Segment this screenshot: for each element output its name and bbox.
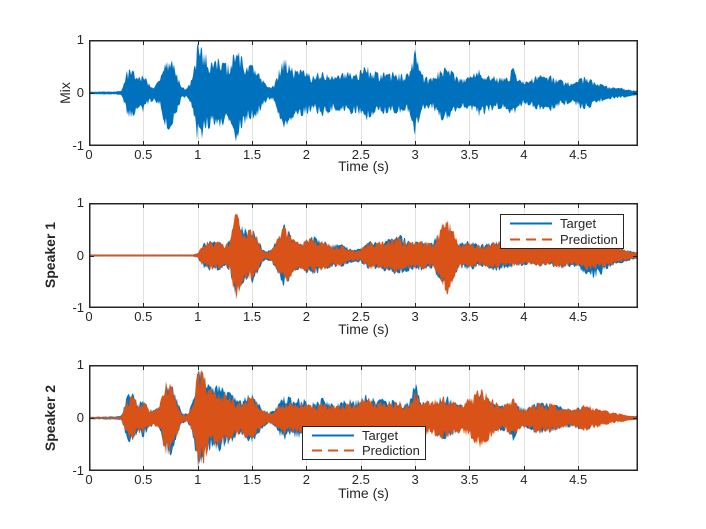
x-tick-label: 1.5	[243, 147, 262, 162]
x-tick-label: 3.5	[460, 147, 479, 162]
speaker2-xlabel: Time (s)	[338, 485, 389, 501]
x-tick-label: 2.5	[351, 309, 370, 324]
x-tick-label: 2	[302, 147, 311, 162]
speaker2-prediction-waveform	[89, 370, 638, 465]
y-tick-label: 1	[76, 357, 84, 372]
legend-label-target: Target	[560, 216, 597, 232]
axes-box	[89, 203, 638, 308]
speaker1-ylabel: Speaker 1	[42, 221, 58, 289]
x-tick-label: 3	[411, 472, 419, 487]
x-tick-label: 3	[411, 147, 419, 162]
mix-plot-canvas	[89, 40, 638, 146]
x-tick-label: 3.5	[460, 309, 479, 324]
x-tick-label: 4	[520, 472, 528, 487]
legend-item-prediction: Prediction	[501, 233, 623, 246]
x-tick-label: 1	[194, 309, 202, 324]
y-tick-label: 1	[76, 32, 84, 47]
x-tick-label: 1.5	[243, 472, 262, 487]
x-tick-label: 1	[194, 472, 202, 487]
x-tick-label: 1.5	[243, 309, 262, 324]
speaker1-xlabel: Time (s)	[338, 321, 389, 337]
y-tick-label: 0	[76, 247, 84, 263]
x-tick-label: 0.5	[134, 147, 153, 162]
x-tick-label: 2.5	[351, 147, 370, 162]
x-tick-label: 3	[411, 309, 419, 324]
x-tick-label: 4	[520, 309, 528, 324]
x-tick-label: 2	[302, 309, 311, 324]
x-tick-label: 0	[85, 147, 93, 162]
x-tick-label: 1	[194, 147, 202, 162]
y-tick-label: 1	[76, 195, 84, 210]
legend-label-target: Target	[362, 428, 399, 443]
prediction-line-sample	[312, 449, 354, 452]
x-tick-label: 2	[302, 472, 311, 487]
speaker2-legend: Target Prediction	[302, 426, 426, 460]
x-tick-label: 4.5	[569, 309, 588, 324]
y-tick-label: -1	[72, 138, 84, 153]
x-tick-label: 4.5	[569, 472, 588, 487]
legend-item-target: Target	[303, 429, 425, 442]
legend-label-prediction: Prediction	[560, 231, 618, 247]
y-tick-label: 0	[76, 85, 84, 100]
legend-item-target: Target	[501, 217, 623, 230]
target-line-sample	[312, 434, 354, 437]
x-tick-label: 3.5	[460, 472, 479, 487]
legend-label-prediction: Prediction	[362, 443, 420, 458]
axes-box	[89, 40, 638, 146]
y-tick-label: 0	[76, 410, 84, 425]
x-tick-label: 0.5	[134, 472, 153, 487]
x-tick-label: 4.5	[569, 147, 588, 162]
x-tick-label: 4	[520, 147, 528, 162]
mix-mix-waveform	[89, 43, 638, 142]
y-tick-label: -1	[72, 300, 84, 315]
mix-xlabel: Time (s)	[338, 158, 389, 174]
x-tick-label: 0	[85, 309, 93, 324]
x-tick-label: 2.5	[351, 472, 370, 487]
x-tick-label: 0.5	[134, 309, 153, 324]
speaker2-ylabel: Speaker 2	[42, 384, 58, 452]
speaker1-legend: Target Prediction	[500, 214, 624, 249]
axes-box	[89, 365, 638, 471]
y-tick-label: -1	[72, 463, 84, 478]
speaker1-prediction-waveform	[89, 213, 638, 300]
x-tick-label: 0	[85, 472, 93, 487]
prediction-line-sample	[510, 238, 552, 241]
target-line-sample	[510, 222, 552, 225]
legend-item-prediction: Prediction	[303, 444, 425, 457]
